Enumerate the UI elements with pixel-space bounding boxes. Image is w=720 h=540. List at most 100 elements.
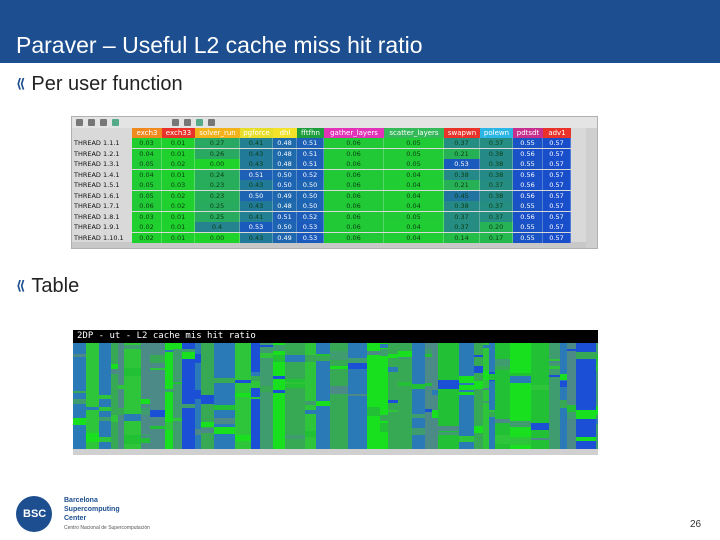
- table-cell: 0.43: [240, 159, 273, 169]
- table-cell: 0.50: [273, 180, 297, 190]
- timeline-stripe: [165, 343, 173, 449]
- timeline-band: [73, 399, 86, 404]
- column-header-5[interactable]: fftfhn: [297, 128, 324, 138]
- table-cell: 0.04: [384, 201, 444, 211]
- table-cell: 0.49: [273, 190, 297, 201]
- timeline-band: [459, 436, 474, 442]
- color-icon[interactable]: [196, 119, 203, 126]
- timeline-band: [425, 349, 432, 354]
- timeline-title: 2DP - ut - L2 cache mis hit ratio: [77, 331, 256, 341]
- column-header-10[interactable]: pdtsdt: [513, 128, 543, 138]
- timeline-band: [99, 395, 111, 399]
- timeline-stripe: [567, 343, 576, 449]
- table-cell: 0.01: [162, 232, 195, 243]
- table-cell: 0.43: [240, 180, 273, 190]
- timeline-band: [195, 354, 201, 363]
- settings-icon[interactable]: [112, 119, 119, 126]
- row-label: THREAD 1.4.1: [74, 170, 120, 179]
- sort-icon[interactable]: [208, 119, 215, 126]
- table-cell: 0.06: [324, 222, 384, 232]
- timeline-view[interactable]: [73, 343, 598, 449]
- timeline-stripe: [425, 343, 432, 449]
- grid-icon[interactable]: [184, 119, 191, 126]
- timeline-band: [141, 438, 150, 443]
- timeline-band: [398, 353, 412, 357]
- column-header-11[interactable]: adv1: [543, 128, 571, 138]
- timeline-band: [596, 354, 598, 362]
- timeline-band: [251, 397, 260, 399]
- row-label: THREAD 1.10.1: [74, 233, 124, 242]
- table-cell: 0.14: [444, 232, 480, 243]
- zoom-icon[interactable]: [172, 119, 179, 126]
- table-cell: 0.01: [162, 211, 195, 222]
- column-header-6[interactable]: gather_layers: [324, 128, 384, 138]
- table-cell: 0.04: [132, 169, 162, 180]
- timeline-band: [330, 366, 348, 369]
- table-cell: 0.05: [384, 148, 444, 159]
- timeline-band: [124, 435, 141, 444]
- column-header-1[interactable]: exch33: [162, 128, 195, 138]
- column-header-8[interactable]: swapwn: [444, 128, 480, 138]
- timeline-stripe: [489, 343, 495, 449]
- column-header-0[interactable]: exch3: [132, 128, 162, 138]
- timeline-stripe: [118, 343, 124, 449]
- timeline-stripe: [141, 343, 150, 449]
- bullet-icon: ⟪: [16, 77, 26, 92]
- open-icon[interactable]: [76, 119, 83, 126]
- timeline-band: [388, 367, 398, 372]
- timeline-band: [495, 359, 510, 366]
- table-cell: 0.57: [543, 190, 571, 201]
- timeline-band: [316, 414, 330, 420]
- bsc-logo-text: BSC: [23, 508, 47, 520]
- timeline-band: [483, 345, 489, 348]
- timeline-band: [549, 359, 560, 361]
- copy-icon[interactable]: [100, 119, 107, 126]
- timeline-band: [549, 366, 560, 369]
- column-header-2[interactable]: solver_run: [195, 128, 240, 138]
- table-cell: 0.06: [324, 169, 384, 180]
- timeline-stripe: [285, 343, 305, 449]
- table-cell: 0.02: [162, 159, 195, 169]
- column-header-7[interactable]: scatter_layers: [384, 128, 444, 138]
- timeline-band: [438, 418, 459, 421]
- table-cell: 0.23: [195, 190, 240, 201]
- table-cell: 0.05: [384, 159, 444, 169]
- table-cell: 0.53: [297, 222, 324, 232]
- table-cell: 0.57: [543, 232, 571, 243]
- column-header-3[interactable]: pgforce: [240, 128, 273, 138]
- table-cell: 0.05: [384, 211, 444, 222]
- timeline-band: [173, 382, 182, 384]
- table-cell: 0.01: [162, 138, 195, 148]
- table-horizontal-scrollbar[interactable]: [72, 242, 586, 248]
- timeline-band: [305, 355, 316, 362]
- page-number: 26: [690, 519, 702, 530]
- table-cell: 0.01: [162, 169, 195, 180]
- table-cell: 0.38: [480, 159, 513, 169]
- save-icon[interactable]: [88, 119, 95, 126]
- bullet-per-user-function: ⟪ Per user function: [16, 73, 183, 96]
- timeline-band: [380, 423, 388, 432]
- table-vertical-scrollbar[interactable]: [586, 128, 597, 248]
- timeline-band: [195, 385, 201, 390]
- column-header-4[interactable]: dhl: [273, 128, 297, 138]
- timeline-scrollbar[interactable]: [73, 449, 598, 455]
- table-cell: 0.48: [273, 159, 297, 169]
- timeline-band: [380, 415, 388, 421]
- table-cell: 0.23: [195, 180, 240, 190]
- timeline-band: [380, 349, 388, 356]
- timeline-band: [459, 385, 474, 390]
- timeline-band: [474, 355, 483, 357]
- timeline-band: [489, 374, 495, 380]
- table-cell: 0.06: [324, 190, 384, 201]
- timeline-band: [412, 414, 425, 419]
- column-header-9[interactable]: polewn: [480, 128, 513, 138]
- table-cell: 0.38: [444, 201, 480, 211]
- table-cell: 0.57: [543, 201, 571, 211]
- bsc-logo-mark: BSC: [16, 496, 52, 532]
- table-cell: 0.43: [240, 232, 273, 243]
- timeline-band: [260, 381, 273, 387]
- table-cell: 0.00: [195, 232, 240, 243]
- table-cell: 0.55: [513, 159, 543, 169]
- timeline-band: [432, 390, 438, 395]
- timeline-band: [495, 366, 510, 370]
